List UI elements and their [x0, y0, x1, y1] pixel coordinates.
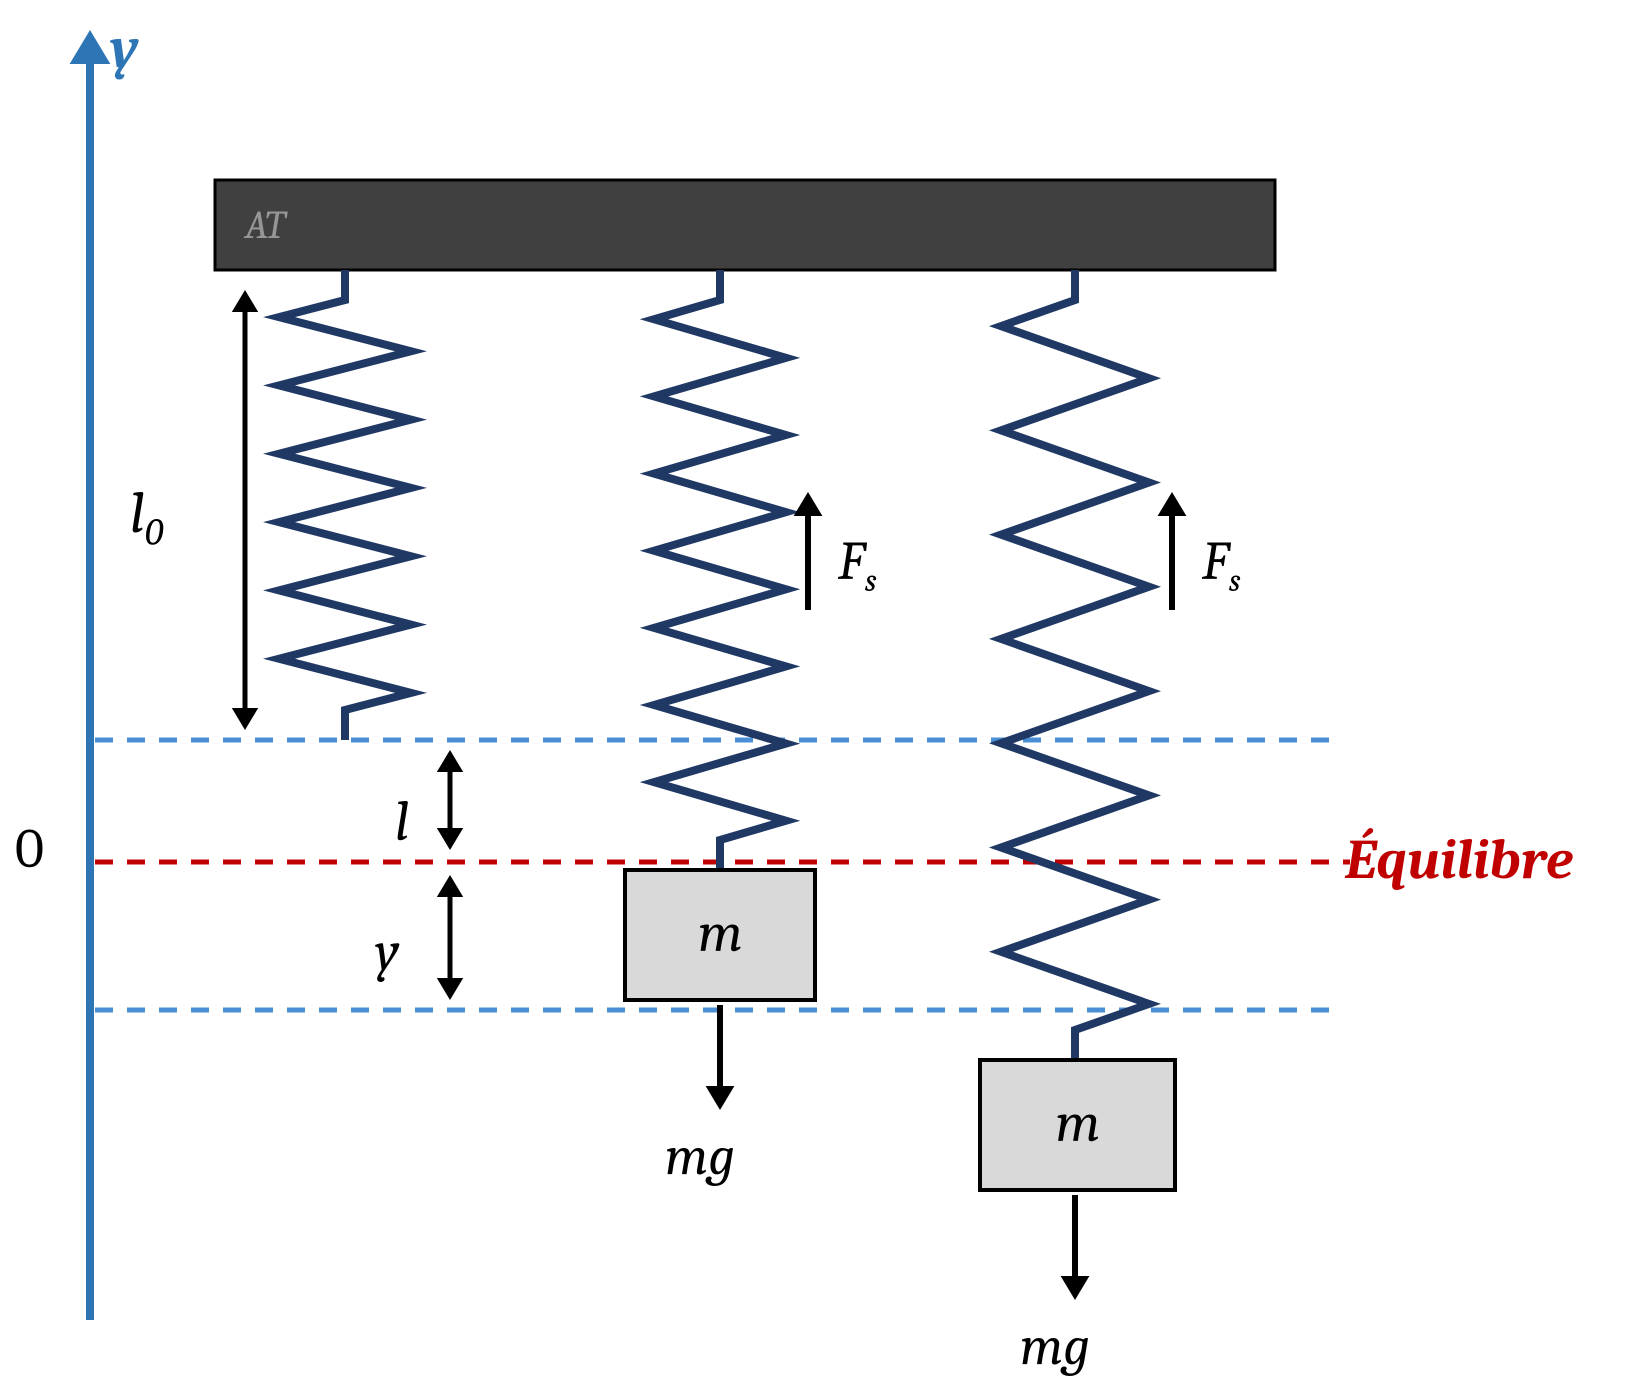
fs-force-label-1: Fs	[838, 530, 877, 600]
mg-force-label-2: mg	[1020, 1315, 1090, 1378]
equilibrium-label: Équilibre	[1345, 828, 1573, 892]
l-dimension-label: l	[395, 790, 409, 854]
mass-label-1: m	[698, 901, 743, 965]
y-axis-label: y	[110, 15, 138, 82]
mg-force-label-1: mg	[665, 1125, 735, 1188]
y-dimension-label: y	[375, 920, 399, 984]
mass-label-2: m	[1056, 1091, 1101, 1155]
ceiling-label: AT	[245, 202, 285, 248]
origin-label: 0	[15, 817, 44, 881]
l0-dimension-label: l0	[130, 480, 163, 555]
fs-force-label-2: Fs	[1202, 530, 1241, 600]
